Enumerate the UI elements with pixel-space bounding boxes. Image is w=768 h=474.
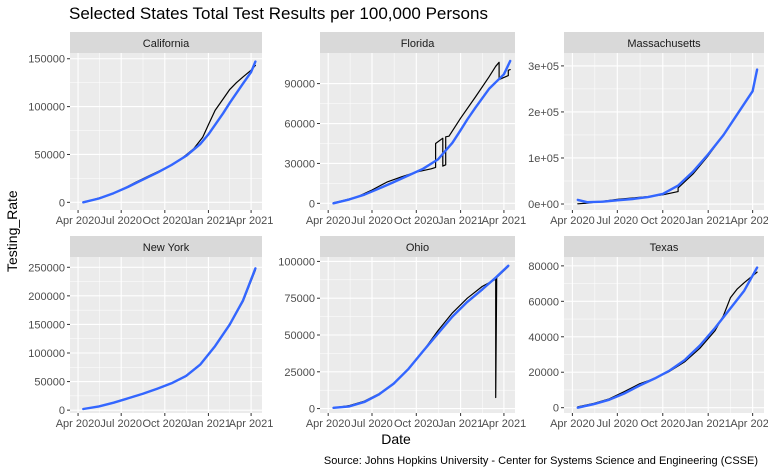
y-tick-label: 250000: [28, 262, 65, 274]
y-tick-label: 60000: [528, 296, 559, 308]
strip-florida: [320, 32, 515, 53]
data-line-florida: [332, 61, 511, 204]
y-tick-label: 150000: [28, 54, 65, 66]
panel-bg-new-york: [70, 257, 262, 413]
x-tick-label: Jan 2021: [438, 418, 483, 430]
y-tick-label: 200000: [28, 291, 65, 303]
panel-bg-massachusetts: [564, 53, 764, 210]
y-tick-label: 50000: [34, 149, 65, 161]
y-tick-label: 0: [309, 198, 315, 210]
x-tick-label: Jan 2021: [686, 215, 731, 227]
x-tick-label: Jan 2021: [186, 418, 231, 430]
y-tick-label: 50000: [34, 377, 65, 389]
x-tick-label: Oct 2020: [640, 418, 685, 430]
x-tick-label: Apr 2021: [229, 215, 274, 227]
y-tick-label: 100000: [28, 102, 65, 114]
x-tick-label: Apr 2020: [56, 418, 101, 430]
smooth-line-california: [82, 60, 257, 204]
x-tick-label: Jul 2020: [100, 418, 142, 430]
x-tick-label: Apr 2021: [482, 215, 527, 227]
y-tick-label: 100000: [278, 256, 315, 268]
x-tick-label: Oct 2020: [142, 215, 187, 227]
y-tick-label: 90000: [284, 79, 315, 91]
x-tick-label: Apr 2020: [56, 215, 101, 227]
x-tick-label: Jan 2021: [686, 418, 731, 430]
y-tick-label: 0e+00: [528, 199, 559, 211]
strip-california: [70, 32, 262, 53]
y-tick-label: 50000: [284, 330, 315, 342]
strip-label-florida: Florida: [401, 38, 436, 50]
x-tick-label: Jul 2020: [351, 215, 393, 227]
x-tick-label: Apr 2021: [730, 215, 768, 227]
panel-bg-california: [70, 53, 262, 210]
y-tick-label: 30000: [284, 158, 315, 170]
strip-new-york: [70, 236, 262, 257]
strip-label-texas: Texas: [650, 242, 679, 254]
panel-florida: Florida Apr 2020 Jul 2020 Oct 2020 Jan 2021A…: [284, 32, 526, 227]
x-tick-label: Jul 2020: [597, 215, 639, 227]
smooth-line-florida: [332, 59, 512, 205]
chart-title: Selected States Total Test Results per 1…: [69, 4, 488, 23]
source-caption: Source: Johns Hopkins University - Cente…: [323, 455, 758, 467]
x-tick-label: Jul 2020: [100, 215, 142, 227]
smooth-line-new-york: [82, 267, 257, 411]
y-tick-label: 80000: [528, 261, 559, 273]
y-tick-label: 150000: [28, 319, 65, 331]
strip-massachusetts: [564, 32, 764, 53]
panel-ohio: Ohio Apr 2020 Jul 2020 Oct 2020 Jan 2021Apr …: [278, 236, 526, 430]
x-tick-label: Apr 2020: [550, 215, 595, 227]
x-tick-label: Jul 2020: [597, 418, 639, 430]
x-tick-label: Apr 2020: [306, 418, 351, 430]
x-tick-label: Apr 2021: [482, 418, 527, 430]
y-tick-label: 0: [59, 197, 65, 209]
strip-label-new-york: New York: [143, 242, 190, 254]
y-tick-label: 100000: [28, 348, 65, 360]
y-tick-label: 2e+05: [528, 107, 559, 119]
y-tick-label: 1e+05: [528, 153, 559, 165]
y-axis-label: Testing_Rate: [4, 190, 20, 272]
y-tick-label: 40000: [528, 332, 559, 344]
strip-label-massachusetts: Massachusetts: [627, 38, 701, 50]
x-tick-label: Apr 2021: [229, 418, 274, 430]
x-tick-label: Oct 2020: [394, 418, 439, 430]
x-tick-label: Jan 2021: [186, 215, 231, 227]
x-tick-label: Jan 2021: [438, 215, 483, 227]
y-tick-label: 25000: [284, 367, 315, 379]
y-tick-label: 60000: [284, 119, 315, 131]
y-tick-label: 0: [309, 404, 315, 416]
strip-label-ohio: Ohio: [406, 242, 429, 254]
panel-bg-texas: [564, 257, 764, 413]
smooth-line-massachusetts: [576, 68, 759, 204]
strip-label-california: California: [143, 38, 190, 50]
strip-ohio: [320, 236, 515, 257]
strip-texas: [564, 236, 764, 257]
x-tick-label: Apr 2020: [550, 418, 595, 430]
y-tick-label: 20000: [528, 367, 559, 379]
panel-massachusetts: Massachusetts Apr 2020 Jul 2020 Oct 2020 Jan…: [528, 32, 768, 227]
panel-bg-florida: [320, 53, 515, 210]
panel-texas: Texas Apr 2020 Jul 2020 Oct 2020 Jan 2021 Apr…: [528, 236, 768, 430]
smooth-line-ohio: [332, 264, 510, 409]
y-tick-label: 3e+05: [528, 61, 559, 73]
x-axis-label: Date: [381, 431, 411, 447]
x-tick-label: Jul 2020: [351, 418, 393, 430]
smooth-line-texas: [576, 266, 759, 409]
y-tick-label: 0: [59, 405, 65, 417]
x-tick-label: Oct 2020: [394, 215, 439, 227]
x-tick-label: Oct 2020: [640, 215, 685, 227]
y-tick-label: 0: [553, 403, 559, 415]
x-tick-label: Apr 2021: [730, 418, 768, 430]
x-tick-label: Apr 2020: [306, 215, 351, 227]
x-tick-label: Oct 2020: [142, 418, 187, 430]
y-tick-label: 75000: [284, 293, 315, 305]
